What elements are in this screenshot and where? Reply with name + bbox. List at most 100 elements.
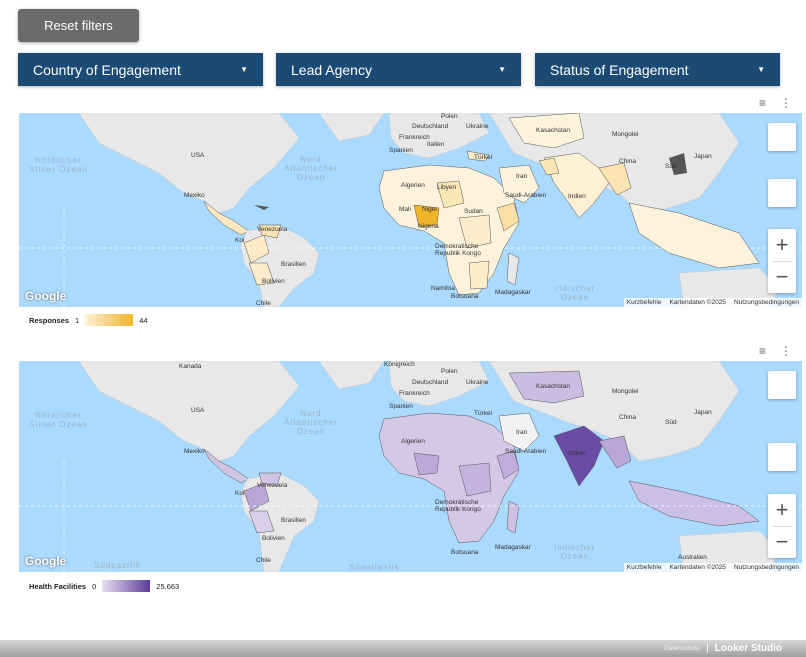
place-label: Kasachstan xyxy=(536,383,570,390)
zoom-out-button[interactable]: − xyxy=(775,264,789,289)
place-label: Niger xyxy=(422,206,438,213)
map-landmass xyxy=(19,113,802,307)
place-label: Algerien xyxy=(401,182,425,189)
place-label: Deutschland xyxy=(412,379,449,386)
place-label: Chile xyxy=(256,300,271,307)
place-label: Botsuana xyxy=(451,549,479,556)
ocean-label: Nördlicher Stiller Ozean xyxy=(29,156,88,174)
lead-agency-filter[interactable]: Lead Agency ▼ xyxy=(276,53,521,86)
place-label: Saudi-Arabien xyxy=(505,192,547,199)
ocean-label: Südatlantik xyxy=(349,563,400,572)
place-label: Türkei xyxy=(474,154,493,161)
ocean-label: Nördlicher Stiller Ozean xyxy=(29,411,88,429)
place-label: Sudan xyxy=(464,208,483,215)
ocean-label: Indischer Ozean xyxy=(554,284,596,302)
filter-label: Country of Engagement xyxy=(33,61,181,78)
place-label: Madagaskar xyxy=(495,289,531,296)
place-label: Brasilien xyxy=(281,261,306,268)
legend-min: 0 xyxy=(92,581,97,591)
health-facilities-legend: Health Facilities 0 25.663 xyxy=(29,580,179,592)
caret-down-icon: ▼ xyxy=(498,65,506,74)
street-view-button[interactable] xyxy=(768,179,796,207)
legend-gradient xyxy=(85,314,134,326)
filter-label: Status of Engagement xyxy=(550,61,689,78)
place-label: Polen xyxy=(441,368,458,375)
place-label: Mali xyxy=(399,206,411,213)
place-label: Brasilien xyxy=(281,517,306,524)
fullscreen-button[interactable] xyxy=(768,123,796,151)
zoom-controls: + − xyxy=(768,229,796,293)
filter-icon[interactable]: ≡ xyxy=(758,344,766,358)
place-label: Kol xyxy=(235,237,245,244)
map-attribution: Kurzbefehle Kartendaten ©2025 Nutzungsbe… xyxy=(623,298,802,307)
place-label: Königreich xyxy=(384,361,415,368)
filter-label: Lead Agency xyxy=(291,61,372,78)
reset-filters-button[interactable]: Reset filters xyxy=(18,9,139,42)
divider xyxy=(772,261,792,262)
privacy-link[interactable]: Datenschutz xyxy=(664,645,701,652)
responses-legend: Responses 1 44 xyxy=(29,314,148,326)
place-label: Saudi-Arabien xyxy=(505,448,547,455)
place-label: USA xyxy=(191,407,205,414)
place-label: Demokratische Republik Kongo xyxy=(435,243,481,257)
street-view-button[interactable] xyxy=(768,443,796,471)
map-data-label: Kartendaten ©2025 xyxy=(669,564,726,571)
place-label: USA xyxy=(191,152,205,159)
legend-max: 44 xyxy=(139,315,148,325)
place-label: Süd xyxy=(665,163,677,170)
terms-link[interactable]: Nutzungsbedingungen xyxy=(733,299,799,306)
more-options-icon[interactable]: ⋮ xyxy=(780,96,792,110)
place-label: Demokratische Republik Kongo xyxy=(435,499,481,513)
status-of-engagement-filter[interactable]: Status of Engagement ▼ xyxy=(535,53,780,86)
map-attribution: Kurzbefehle Kartendaten ©2025 Nutzungsbe… xyxy=(623,563,802,572)
place-label: Botsuana xyxy=(451,293,479,300)
place-label: Venezuela xyxy=(257,482,288,489)
place-label: Kol xyxy=(235,490,245,497)
shortcuts-link[interactable]: Kurzbefehle xyxy=(626,299,662,306)
zoom-in-button[interactable]: + xyxy=(775,232,789,257)
zoom-controls: + − xyxy=(768,494,796,558)
place-label: Deutschland xyxy=(412,123,449,130)
footer-divider: | xyxy=(706,643,709,654)
place-label: Australien xyxy=(678,554,707,561)
place-label: China xyxy=(619,158,636,165)
place-label: Bolivien xyxy=(262,278,285,285)
caret-down-icon: ▼ xyxy=(240,65,248,74)
place-label: Spanien xyxy=(389,403,413,410)
place-label: Polen xyxy=(441,113,458,120)
place-label: Madagaskar xyxy=(495,544,531,551)
place-label: Japan xyxy=(694,153,712,160)
place-label: Iran xyxy=(516,173,528,180)
place-label: Ukraine xyxy=(466,123,489,130)
place-label: Algerien xyxy=(401,438,425,445)
ocean-label: Nord Atlantischer Ozean xyxy=(284,409,338,436)
place-label: Süd xyxy=(665,419,677,426)
google-logo: Google xyxy=(25,289,67,303)
terms-link[interactable]: Nutzungsbedingungen xyxy=(733,564,799,571)
place-label: Frankreich xyxy=(399,390,430,397)
place-label: Indien xyxy=(568,450,586,457)
map-data-label: Kartendaten ©2025 xyxy=(669,299,726,306)
place-label: Bolivien xyxy=(262,535,285,542)
place-label: China xyxy=(619,414,636,421)
chart-toolbar: ≡ ⋮ xyxy=(759,96,792,110)
looker-studio-logo[interactable]: Looker Studio xyxy=(714,643,782,654)
health-facilities-map[interactable]: Nördlicher Stiller Ozean Nord Atlantischer… xyxy=(19,361,802,572)
ocean-label: Indischer Ozean xyxy=(554,543,596,561)
filter-icon[interactable]: ≡ xyxy=(758,96,766,110)
place-label: Namibia xyxy=(431,285,455,292)
place-label: Mexiko xyxy=(184,448,205,455)
zoom-out-button[interactable]: − xyxy=(775,529,789,554)
country-of-engagement-filter[interactable]: Country of Engagement ▼ xyxy=(18,53,263,86)
shortcuts-link[interactable]: Kurzbefehle xyxy=(626,564,662,571)
more-options-icon[interactable]: ⋮ xyxy=(780,344,792,358)
chart-toolbar: ≡ ⋮ xyxy=(759,344,792,358)
legend-label: Responses xyxy=(29,315,70,325)
responses-map[interactable]: Nördlicher Stiller Ozean Nord Atlantischer… xyxy=(19,113,802,307)
place-label: Indien xyxy=(568,193,586,200)
place-label: Mexiko xyxy=(184,192,205,199)
google-logo: Google xyxy=(25,554,67,568)
fullscreen-button[interactable] xyxy=(768,371,796,399)
ocean-label: Nord Atlantischer Ozean xyxy=(284,155,338,182)
zoom-in-button[interactable]: + xyxy=(775,497,789,522)
